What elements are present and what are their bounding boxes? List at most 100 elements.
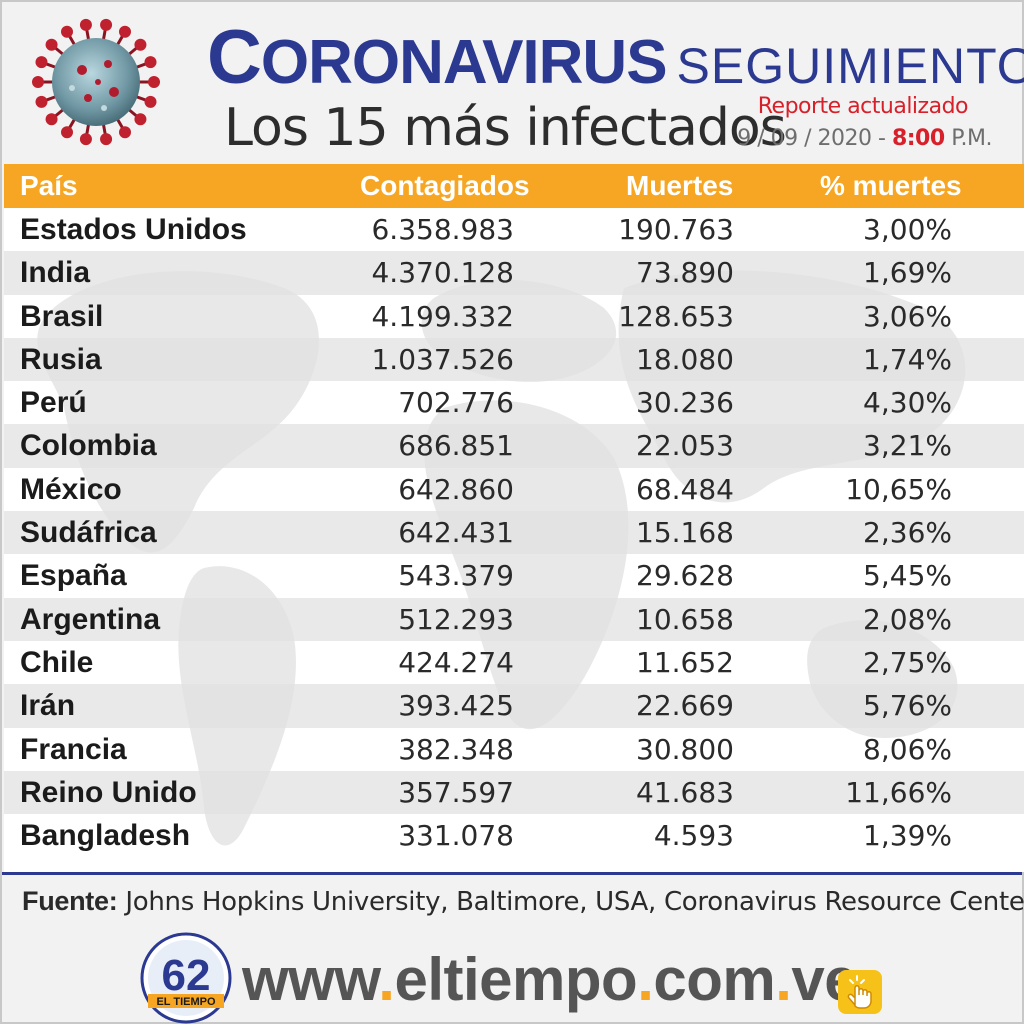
table-header: País Contagiados Muertes % muertes [4,164,1024,208]
cell-deaths: 22.669 [636,689,734,723]
column-header-death-percent: % muertes [820,170,962,201]
cell-country: Brasil [20,299,104,333]
logo-text: EL TIEMPO [156,996,216,1008]
table-row: India 4.370.128 73.890 1,69% [4,251,1024,295]
cell-cases: 6.358.983 [371,213,514,246]
column-header-country: País [20,170,78,201]
cell-deaths: 15.168 [636,516,734,550]
divider [2,872,1022,875]
cell-country: Perú [20,386,87,420]
cell-death-percent: 5,45% [863,559,952,593]
table-row: Bangladesh 331.078 4.593 1,39% [4,814,1024,857]
source-label: Fuente: [22,886,118,916]
table-row: México 642.860 68.484 10,65% [4,468,1024,511]
cell-deaths: 10.658 [636,602,734,636]
title-main: CORONAVIRUS [207,20,668,97]
title-secondary: SEGUIMIENTO [676,38,1024,94]
cell-country: Rusia [20,342,102,376]
cell-country: Reino Unido [20,775,197,809]
cell-deaths: 128.653 [618,299,734,333]
cell-death-percent: 11,66% [845,775,952,809]
cell-cases: 702.776 [398,386,514,420]
cell-deaths: 18.080 [636,342,734,376]
table-row: Francia 382.348 30.800 8,06% [4,728,1024,771]
cell-deaths: 68.484 [636,472,734,506]
cell-country: Sudáfrica [20,516,157,550]
cell-cases: 1.037.526 [371,342,514,376]
cell-deaths: 190.763 [618,213,734,246]
column-header-cases: Contagiados [360,170,530,201]
table-row: Estados Unidos 6.358.983 190.763 3,00% [4,208,1024,251]
cell-death-percent: 2,75% [863,645,952,679]
source-text: Johns Hopkins University, Baltimore, USA… [125,887,1024,917]
subtitle: Los 15 más infectados [224,98,787,158]
title-main-initial: C [207,15,262,100]
cell-cases: 393.425 [398,689,514,723]
cell-country: Colombia [20,429,157,463]
cell-death-percent: 3,21% [863,429,952,463]
cell-death-percent: 2,08% [863,602,952,636]
cell-deaths: 73.890 [636,256,734,290]
url-dot: . [775,946,792,1013]
cell-death-percent: 1,39% [863,819,952,853]
cell-cases: 331.078 [398,819,514,853]
cell-country: España [20,559,127,593]
report-time: 8:00 [891,126,945,151]
table-row: Perú 702.776 30.236 4,30% [4,381,1024,424]
report-date: 9 / 09 / 2020 - [737,126,886,151]
table-row: Chile 424.274 11.652 2,75% [4,641,1024,684]
table-body: Estados Unidos 6.358.983 190.763 3,00% Indi… [4,208,1024,857]
cell-deaths: 22.053 [636,429,734,463]
cell-death-percent: 5,76% [863,689,952,723]
cell-country: Irán [20,689,76,723]
cell-death-percent: 1,74% [863,342,952,376]
cell-cases: 642.860 [398,472,514,506]
url-part: eltiempo [394,946,638,1013]
cell-cases: 424.274 [398,645,514,679]
cell-cases: 4.199.332 [371,299,514,333]
cell-death-percent: 8,06% [863,732,952,766]
table-row: Irán 393.425 22.669 5,76% [4,684,1024,728]
el-tiempo-logo: 62 EL TIEMPO [140,932,232,1024]
cell-cases: 357.597 [398,775,514,809]
title-main-rest: ORONAVIRUS [260,28,668,97]
table-row: Argentina 512.293 10.658 2,08% [4,597,1024,641]
cell-death-percent: 3,00% [863,213,952,246]
cell-cases: 382.348 [398,732,514,766]
cell-deaths: 30.236 [636,386,734,420]
cell-country: Estados Unidos [20,213,247,246]
cell-cases: 512.293 [398,602,514,636]
website-url[interactable]: www.eltiempo.com.ve [242,950,858,1010]
cell-deaths: 30.800 [636,732,734,766]
url-part: www [242,946,379,1013]
cell-country: Bangladesh [20,819,191,853]
cell-deaths: 4.593 [653,819,734,853]
table-row: Reino Unido 357.597 41.683 11,66% [4,770,1024,815]
logo-number: 62 [162,951,211,1000]
cell-death-percent: 4,30% [863,386,952,420]
page-title: CORONAVIRUS SEGUIMIENTO [207,20,1024,96]
table-row: Brasil 4.199.332 128.653 3,06% [4,295,1024,338]
cell-country: Francia [20,732,127,766]
coronavirus-icon [32,18,160,146]
table-row: España 543.379 29.628 5,45% [4,554,1024,597]
report-datetime: 9 / 09 / 2020 - 8:00 P.M. [737,126,992,151]
cell-country: Chile [20,645,94,679]
report-label: Reporte actualizado [757,94,969,119]
cell-cases: 4.370.128 [371,256,514,290]
cell-cases: 642.431 [398,516,514,550]
source-note: Fuente: Johns Hopkins University, Baltim… [22,886,1024,917]
data-table: País Contagiados Muertes % muertes Estad… [4,164,1024,872]
url-dot: . [637,946,654,1013]
cell-deaths: 41.683 [636,775,734,809]
cell-death-percent: 3,06% [863,299,952,333]
cell-cases: 686.851 [398,429,514,463]
cell-death-percent: 2,36% [863,516,952,550]
cell-country: México [20,472,122,506]
url-dot: . [378,946,395,1013]
cell-death-percent: 10,65% [845,472,952,506]
hand-pointer-icon [838,970,882,1014]
cell-country: Argentina [20,602,161,636]
url-part: com [653,946,776,1013]
